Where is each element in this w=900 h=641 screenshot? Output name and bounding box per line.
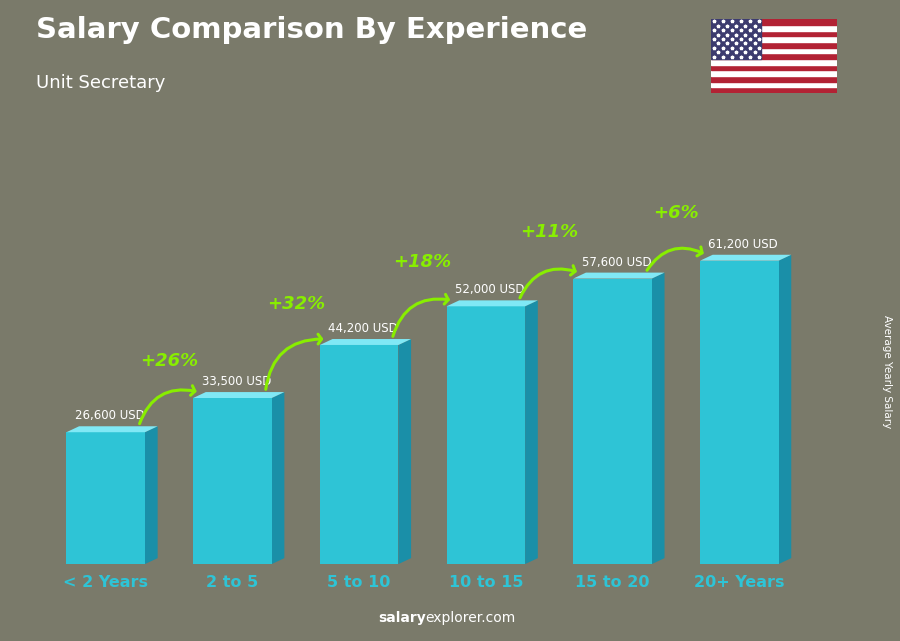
Polygon shape <box>194 392 284 398</box>
Bar <box>711 42 837 47</box>
Polygon shape <box>525 301 538 564</box>
Bar <box>711 19 837 25</box>
Bar <box>711 81 837 87</box>
Bar <box>711 59 837 65</box>
Bar <box>711 19 761 59</box>
Text: +18%: +18% <box>393 253 452 271</box>
Polygon shape <box>67 426 158 432</box>
Bar <box>711 31 837 37</box>
Text: Unit Secretary: Unit Secretary <box>36 74 166 92</box>
Text: 61,200 USD: 61,200 USD <box>708 238 778 251</box>
Bar <box>573 279 652 564</box>
Bar <box>711 37 837 42</box>
Text: 26,600 USD: 26,600 USD <box>75 410 144 422</box>
Bar <box>711 53 837 59</box>
Bar <box>711 65 837 71</box>
Text: 44,200 USD: 44,200 USD <box>328 322 398 335</box>
Polygon shape <box>778 254 791 564</box>
Polygon shape <box>320 339 411 345</box>
Polygon shape <box>652 272 664 564</box>
Bar <box>67 432 145 564</box>
Bar <box>711 87 837 93</box>
Polygon shape <box>446 301 538 306</box>
Bar <box>711 25 837 31</box>
Bar <box>320 345 399 564</box>
Bar <box>194 398 272 564</box>
Text: Salary Comparison By Experience: Salary Comparison By Experience <box>36 16 587 44</box>
Text: Average Yearly Salary: Average Yearly Salary <box>881 315 892 428</box>
Text: 33,500 USD: 33,500 USD <box>202 375 271 388</box>
Polygon shape <box>573 272 664 279</box>
Polygon shape <box>145 426 158 564</box>
Text: explorer.com: explorer.com <box>425 611 515 625</box>
Text: +11%: +11% <box>520 223 579 241</box>
Polygon shape <box>399 339 411 564</box>
Bar <box>711 71 837 76</box>
Text: +6%: +6% <box>653 204 698 222</box>
Bar <box>700 261 778 564</box>
Polygon shape <box>700 254 791 261</box>
Bar <box>711 47 837 53</box>
Polygon shape <box>272 392 284 564</box>
Text: +26%: +26% <box>140 352 198 370</box>
Text: salary: salary <box>378 611 426 625</box>
Bar <box>711 76 837 81</box>
Text: 57,600 USD: 57,600 USD <box>581 256 652 269</box>
Bar <box>446 306 525 564</box>
Text: +32%: +32% <box>266 295 325 313</box>
Text: 52,000 USD: 52,000 USD <box>454 283 525 296</box>
